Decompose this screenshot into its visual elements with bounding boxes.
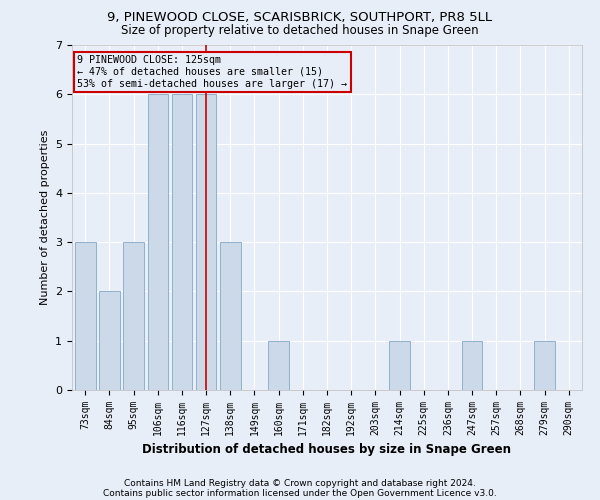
Bar [220,242,241,390]
Bar [99,292,120,390]
Text: Contains public sector information licensed under the Open Government Licence v3: Contains public sector information licen… [103,488,497,498]
Y-axis label: Number of detached properties: Number of detached properties [40,130,50,305]
Bar [75,242,95,390]
Bar [268,340,289,390]
X-axis label: Distribution of detached houses by size in Snape Green: Distribution of detached houses by size … [143,444,511,456]
Bar [534,340,555,390]
Text: Contains HM Land Registry data © Crown copyright and database right 2024.: Contains HM Land Registry data © Crown c… [124,478,476,488]
Bar [124,242,144,390]
Bar [172,94,192,390]
Text: 9, PINEWOOD CLOSE, SCARISBRICK, SOUTHPORT, PR8 5LL: 9, PINEWOOD CLOSE, SCARISBRICK, SOUTHPOR… [107,12,493,24]
Text: 9 PINEWOOD CLOSE: 125sqm
← 47% of detached houses are smaller (15)
53% of semi-d: 9 PINEWOOD CLOSE: 125sqm ← 47% of detach… [77,56,347,88]
Text: Size of property relative to detached houses in Snape Green: Size of property relative to detached ho… [121,24,479,37]
Bar [196,94,217,390]
Bar [389,340,410,390]
Bar [148,94,168,390]
Bar [462,340,482,390]
